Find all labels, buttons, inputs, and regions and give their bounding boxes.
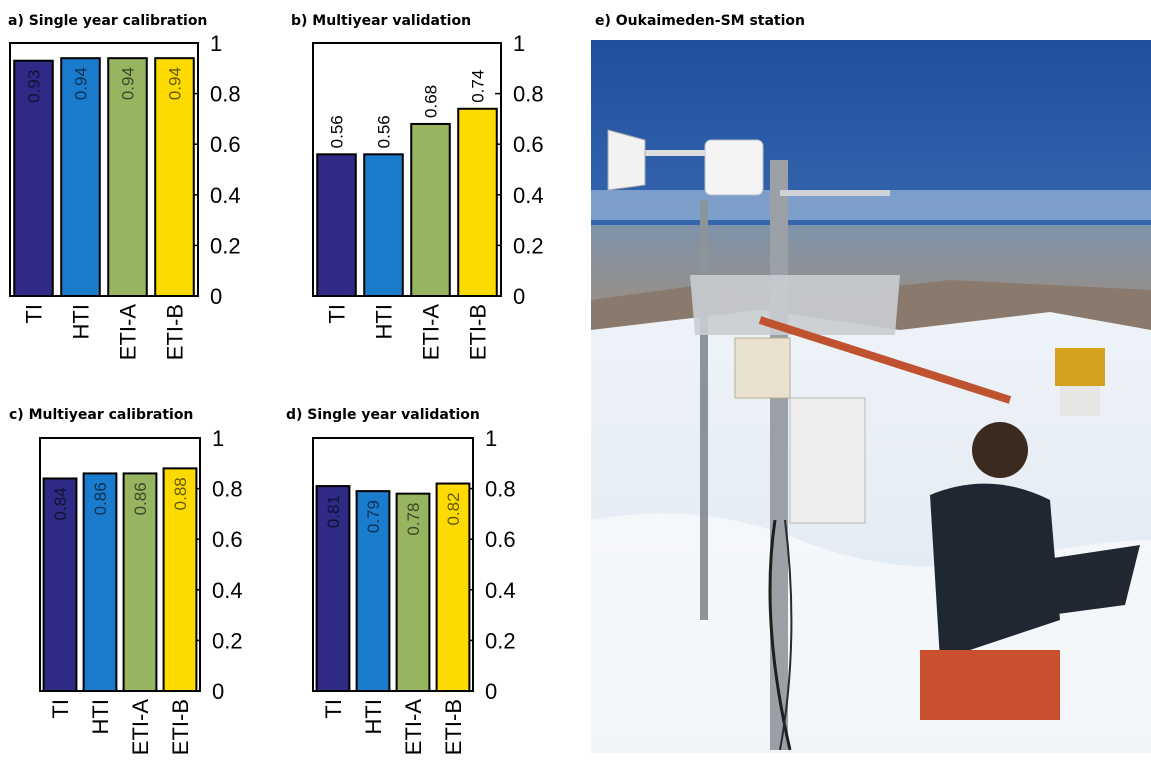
chart-title: a) Single year calibration — [8, 13, 207, 29]
category-label: HTI — [361, 699, 386, 734]
value-label: 0.94 — [119, 67, 138, 100]
value-label: 0.82 — [444, 492, 463, 525]
bar-HTI — [355, 490, 391, 692]
y-tick-label: 0 — [212, 679, 224, 704]
chart-title: c) Multiyear calibration — [9, 407, 193, 423]
y-tick-label: 0.8 — [212, 477, 243, 502]
bar-HTI — [82, 472, 118, 693]
chart-panel-3: d) Single year validation00.20.40.60.810… — [286, 407, 516, 755]
y-tick-label: 0.2 — [210, 233, 241, 258]
bar-ETI-A — [122, 472, 158, 693]
category-label: ETI-A — [128, 699, 153, 756]
bar-ETI-A — [107, 57, 148, 298]
y-tick-label: 0.4 — [210, 183, 241, 208]
chart-title: b) Multiyear validation — [291, 13, 471, 29]
bar-HTI — [363, 153, 404, 297]
chart-title: d) Single year validation — [286, 407, 480, 423]
y-tick-label: 1 — [485, 426, 497, 451]
category-label: ETI-B — [168, 699, 193, 755]
y-tick-label: 0.6 — [513, 132, 544, 157]
category-label: HTI — [372, 304, 397, 339]
y-tick-label: 0.2 — [513, 233, 544, 258]
category-label: HTI — [88, 699, 113, 734]
y-tick-label: 0.8 — [513, 82, 544, 107]
value-label: 0.93 — [25, 70, 44, 103]
category-label: ETI-A — [419, 304, 444, 361]
value-label: 0.86 — [91, 482, 110, 515]
bar-HTI — [60, 57, 101, 298]
value-label: 0.86 — [131, 482, 150, 515]
y-tick-label: 0.6 — [485, 527, 516, 552]
value-label: 0.68 — [422, 85, 441, 118]
bar-TI — [13, 59, 54, 297]
value-label: 0.56 — [328, 115, 347, 148]
y-tick-label: 0.6 — [212, 527, 243, 552]
value-label: 0.94 — [72, 67, 91, 100]
y-tick-label: 1 — [210, 31, 222, 56]
category-label: HTI — [69, 304, 94, 339]
bar-ETI-B — [457, 107, 498, 297]
bar-ETI-A — [410, 122, 451, 297]
y-tick-label: 0 — [513, 284, 525, 309]
value-label: 0.79 — [364, 500, 383, 533]
chart-panel-1: b) Multiyear validation 0 0.2 0.4 0.6 0.8 1 0.5… — [291, 13, 544, 360]
y-tick-label: 0.8 — [210, 82, 241, 107]
y-tick-label: 0.2 — [485, 628, 516, 653]
value-label: 0.88 — [171, 477, 190, 510]
category-label: TI — [325, 304, 350, 324]
chart-panel-2: c) Multiyear calibration 0 0.2 0.4 0.6 0.8 1 0.… — [9, 407, 243, 755]
category-label: TI — [321, 699, 346, 719]
bar-TI — [42, 477, 78, 693]
y-tick-label: 0.2 — [212, 628, 243, 653]
bar-ETI-A — [395, 492, 431, 692]
value-label: 0.74 — [469, 70, 488, 103]
value-label: 0.56 — [375, 115, 394, 148]
value-label: 0.81 — [324, 495, 343, 528]
y-tick-label: 0.4 — [212, 578, 243, 603]
photo-title: e) Oukaimeden-SM station — [595, 13, 805, 29]
category-label: ETI-B — [466, 304, 491, 360]
y-tick-label: 0.8 — [485, 477, 516, 502]
value-label: 0.78 — [404, 503, 423, 536]
category-label: ETI-A — [401, 699, 426, 756]
category-label: ETI-A — [116, 304, 141, 361]
category-label: TI — [22, 304, 47, 324]
y-tick-label: 1 — [513, 31, 525, 56]
bar-TI — [315, 485, 351, 692]
y-tick-label: 0 — [485, 679, 497, 704]
category-label: ETI-B — [441, 699, 466, 755]
y-tick-label: 0.4 — [485, 578, 516, 603]
category-label: ETI-B — [163, 304, 188, 360]
bar-ETI-B — [154, 57, 195, 298]
station-photo — [591, 40, 1151, 753]
y-tick-label: 1 — [212, 426, 224, 451]
y-tick-label: 0.4 — [513, 183, 544, 208]
bar-TI — [316, 153, 357, 297]
chart-panel-0: a) Single year calibration 0 0.2 0.4 0.6 0.8 1… — [8, 13, 241, 360]
category-label: TI — [48, 699, 73, 719]
bar-ETI-B — [435, 482, 471, 693]
value-label: 0.94 — [166, 67, 185, 100]
y-tick-label: 0.6 — [210, 132, 241, 157]
y-tick-label: 0 — [210, 284, 222, 309]
bar-ETI-B — [162, 467, 198, 692]
value-label: 0.84 — [51, 487, 70, 520]
